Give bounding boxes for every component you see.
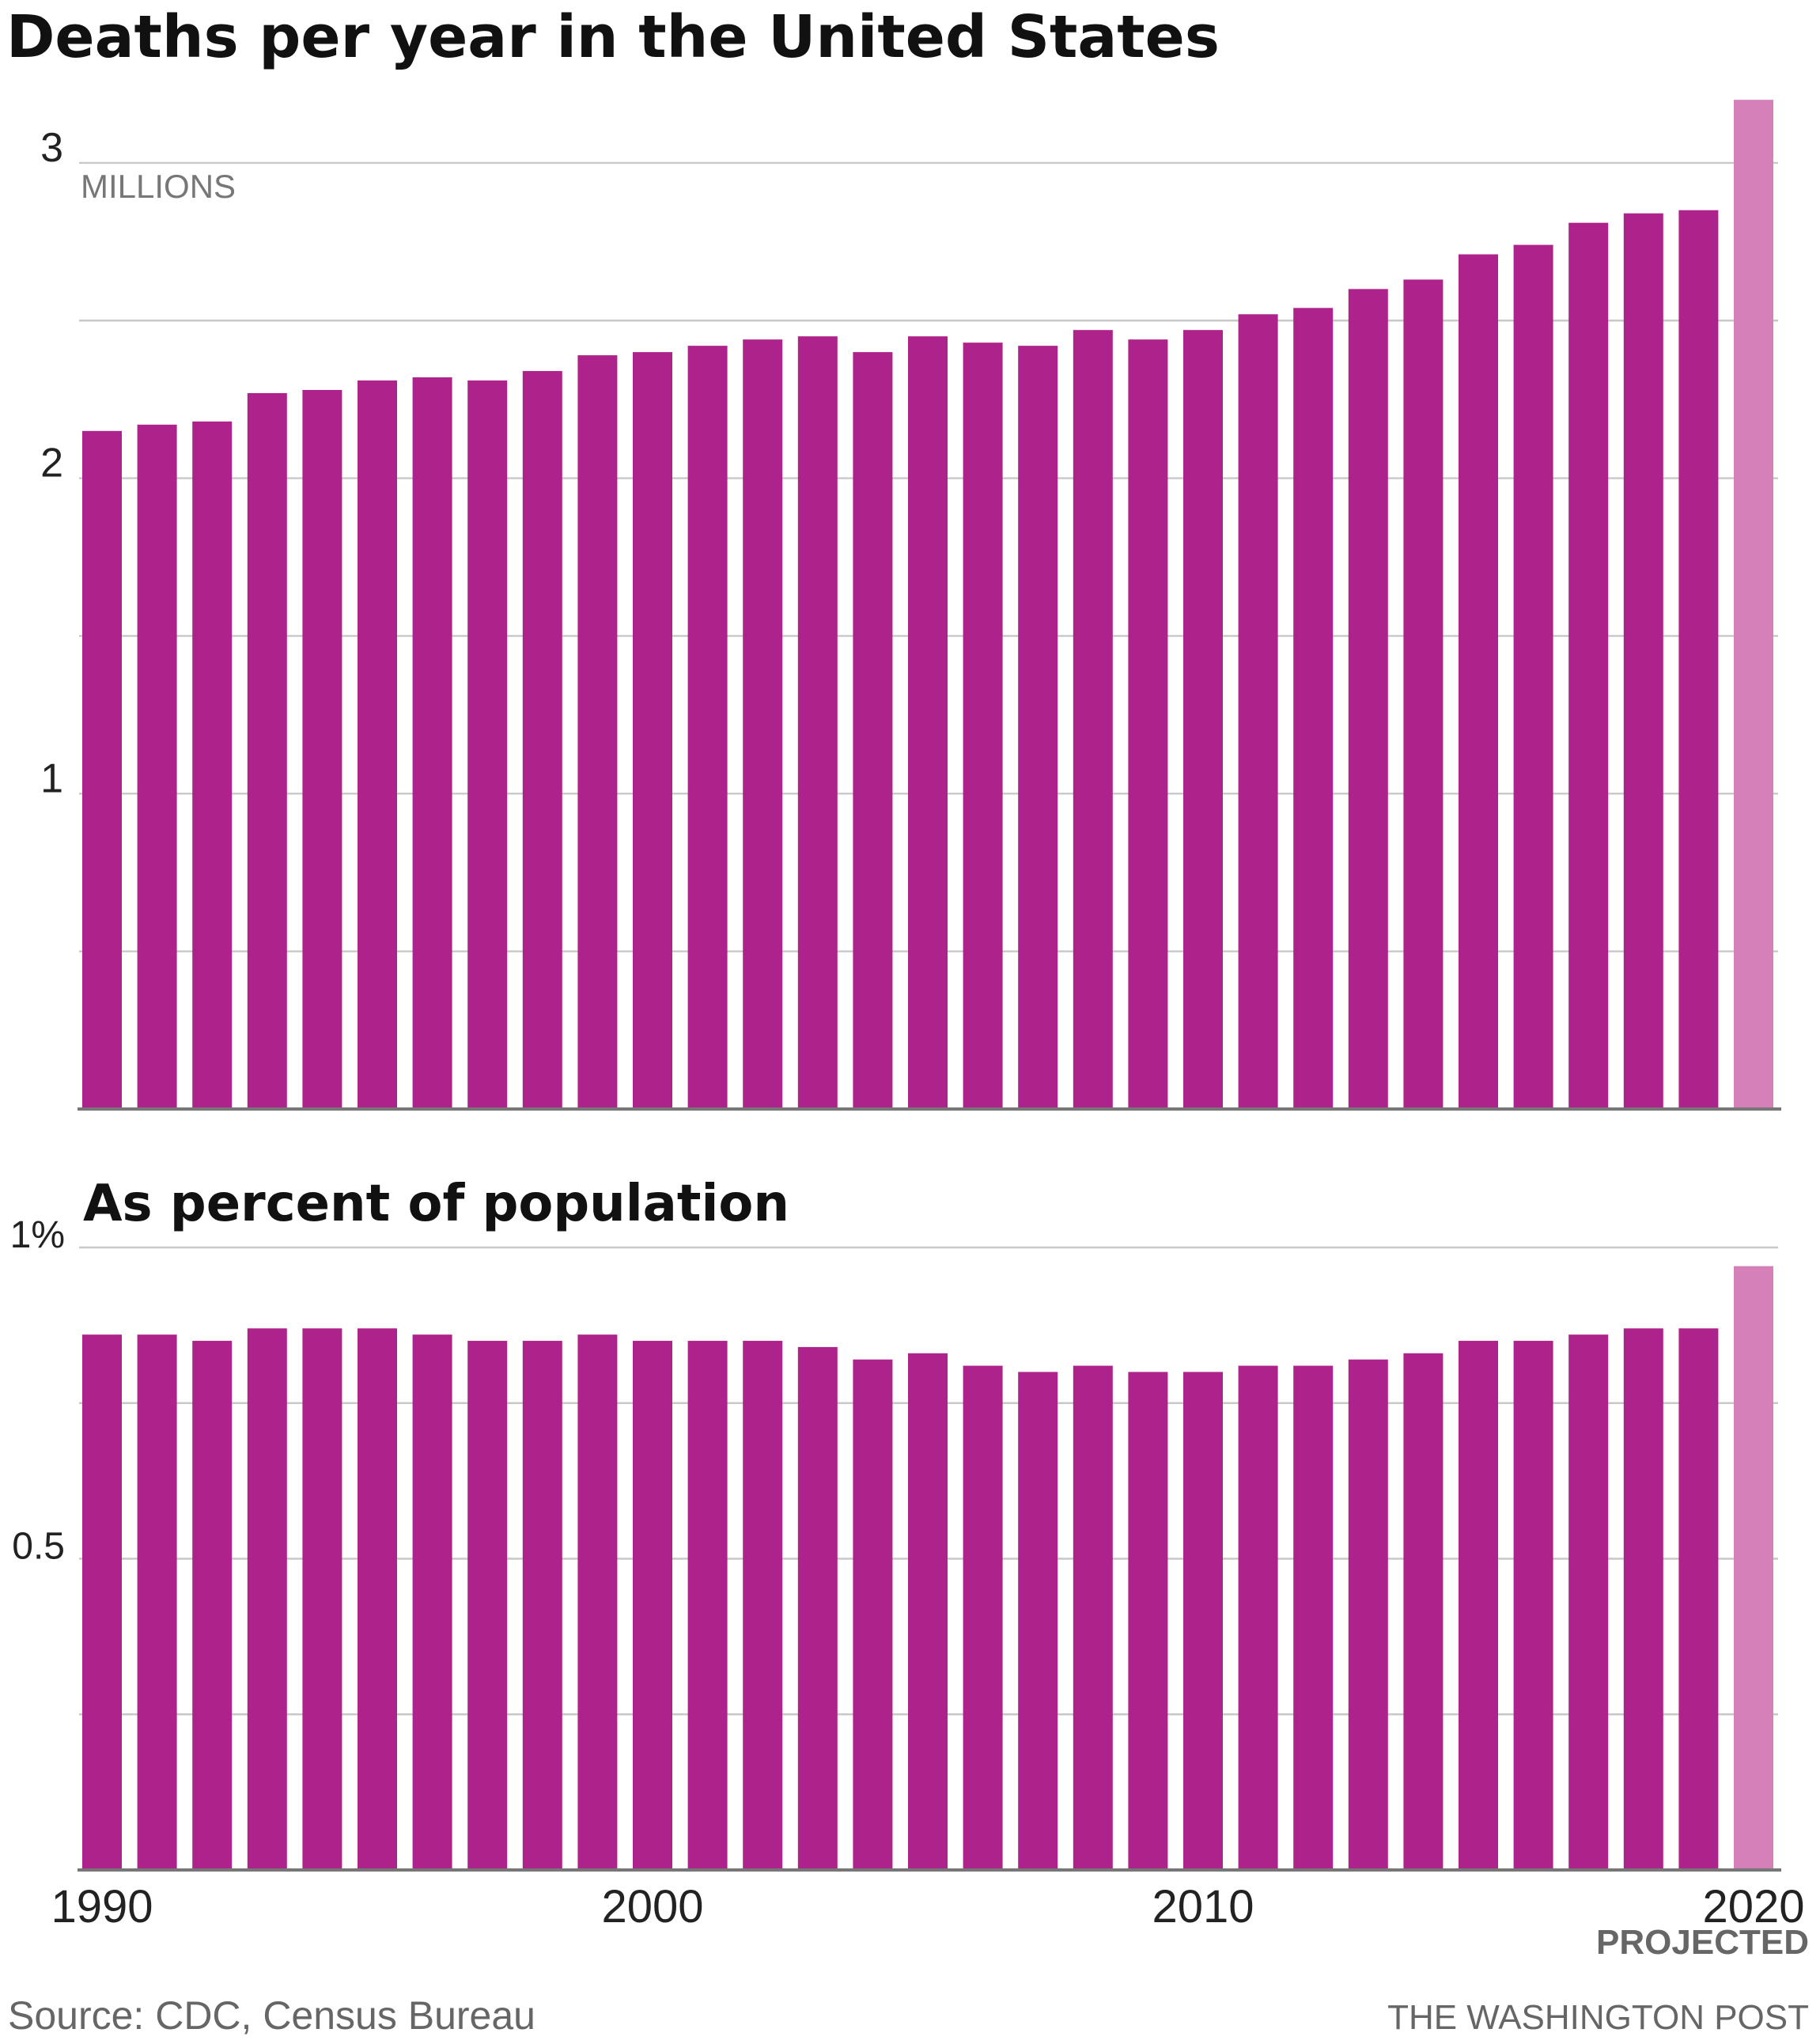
bar-1997 [467, 1341, 508, 1870]
bar-2005 [908, 1353, 948, 1870]
bar-2004 [853, 352, 893, 1109]
bar-2012 [1293, 1365, 1334, 1870]
bar-1996 [412, 377, 452, 1109]
percent-bars [78, 1266, 1781, 1872]
deaths-bar-chart: 1 2 3 MILLIONS [40, 100, 1781, 1111]
chart-title: Deaths per year in the United States [6, 3, 1220, 71]
credit-line: THE WASHINGTON POST [1387, 1998, 1809, 2037]
bar-2016 [1513, 244, 1553, 1109]
bar-2008 [1073, 1365, 1113, 1870]
bar-2002 [743, 1341, 783, 1870]
projected-bar-2020 [1734, 100, 1773, 1109]
bar-2003 [797, 1346, 838, 1870]
deaths-y-tick-labels: 1 2 3 [40, 125, 63, 801]
y-tick-label: 1% [10, 1214, 65, 1256]
percent-bar-chart: As percent of population 0.5 1% 1990 2000 2… [10, 1175, 1809, 1962]
bar-2008 [1073, 330, 1113, 1109]
bar-2009 [1128, 339, 1168, 1109]
bar-1992 [192, 1341, 233, 1870]
bar-1992 [192, 421, 233, 1109]
bar-2013 [1348, 1359, 1388, 1870]
bar-2010 [1183, 1372, 1223, 1870]
deaths-bars [78, 100, 1781, 1111]
percent-chart-title: As percent of population [83, 1175, 789, 1233]
bar-2014 [1403, 1353, 1444, 1870]
projected-bar-2020 [1734, 1266, 1773, 1870]
source-note: Source: CDC, Census Bureau [8, 1993, 535, 2038]
bar-2018 [1623, 213, 1663, 1109]
bar-1998 [522, 371, 562, 1109]
bar-1995 [358, 1328, 397, 1870]
bar-2015 [1459, 254, 1498, 1110]
bar-2003 [797, 336, 838, 1109]
bar-2006 [963, 1365, 1003, 1870]
bar-2018 [1623, 1328, 1663, 1870]
bar-2000 [633, 1341, 672, 1870]
bar-2010 [1183, 330, 1223, 1109]
bar-1999 [577, 355, 618, 1109]
percent-y-tick-labels: 0.5 1% [10, 1214, 65, 1568]
bar-1995 [358, 380, 397, 1109]
bar-2006 [963, 343, 1003, 1109]
bar-1997 [467, 380, 508, 1109]
deaths-unit-label: MILLIONS [81, 168, 236, 205]
bar-2000 [633, 352, 672, 1109]
bar-2017 [1568, 222, 1609, 1109]
bar-2014 [1403, 279, 1444, 1110]
bar-2009 [1128, 1372, 1168, 1870]
bar-2015 [1459, 1341, 1498, 1870]
bar-1991 [137, 424, 177, 1109]
x-tick-label: 2010 [1152, 1881, 1254, 1932]
x-tick-label: 2000 [601, 1881, 703, 1932]
bar-2011 [1238, 1365, 1278, 1870]
y-tick-label: 3 [40, 125, 63, 171]
bar-1999 [577, 1334, 618, 1870]
bar-2019 [1678, 210, 1719, 1110]
bar-2005 [908, 336, 948, 1109]
bar-1993 [247, 392, 287, 1109]
x-tick-label: 2020 [1702, 1881, 1804, 1932]
projected-label: PROJECTED [1596, 1923, 1809, 1962]
bar-2019 [1678, 1328, 1719, 1870]
bar-2004 [853, 1359, 893, 1870]
bar-1996 [412, 1334, 452, 1870]
bar-2017 [1568, 1334, 1609, 1870]
bar-1998 [522, 1341, 562, 1870]
bar-1990 [82, 1334, 122, 1870]
bar-1993 [247, 1328, 287, 1870]
bar-2007 [1018, 1372, 1058, 1870]
y-tick-label: 0.5 [12, 1526, 65, 1568]
x-tick-label: 1990 [51, 1881, 153, 1932]
y-tick-label: 1 [40, 755, 63, 801]
bar-2001 [687, 1341, 728, 1870]
bar-2013 [1348, 289, 1388, 1109]
bar-1994 [302, 389, 342, 1109]
bar-2007 [1018, 346, 1058, 1109]
year-x-tick-labels: 1990 2000 2010 2020 [51, 1881, 1804, 1932]
bar-2002 [743, 339, 783, 1109]
bar-1991 [137, 1334, 177, 1870]
bar-2011 [1238, 314, 1278, 1109]
bar-2001 [687, 346, 728, 1109]
bar-2016 [1513, 1341, 1553, 1870]
y-tick-label: 2 [40, 441, 63, 486]
bar-1994 [302, 1328, 342, 1870]
bar-1990 [82, 430, 122, 1109]
bar-2012 [1293, 308, 1334, 1109]
